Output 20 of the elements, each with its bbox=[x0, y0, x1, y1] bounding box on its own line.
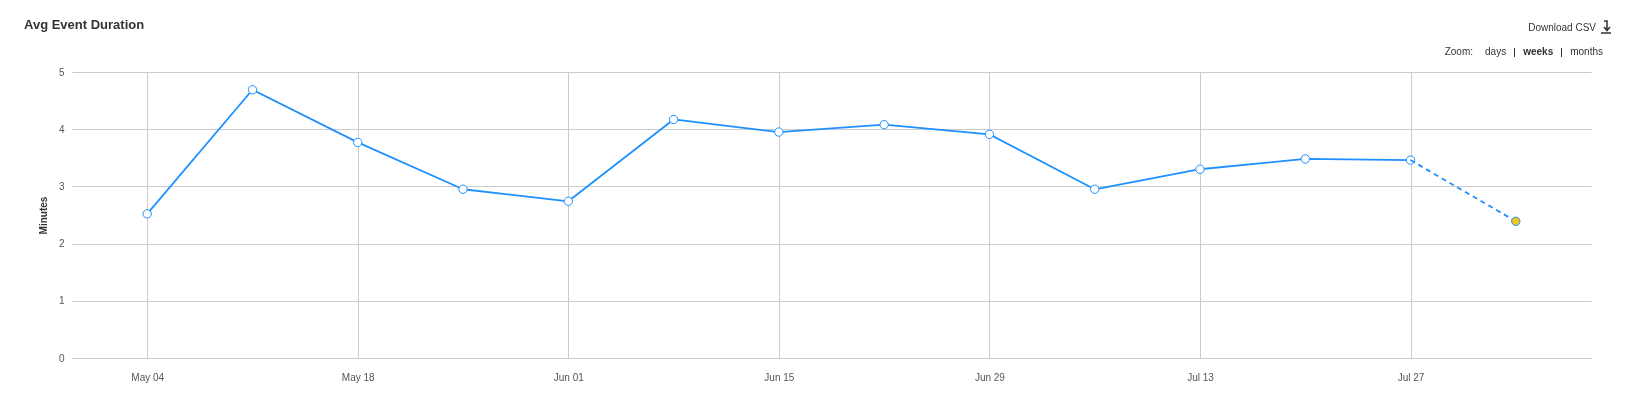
x-tick-label: Jun 01 bbox=[553, 371, 585, 383]
text: weeks bbox=[1522, 46, 1555, 57]
text: Zoom: bbox=[1443, 46, 1475, 57]
x-tick-label: Jun 15 bbox=[764, 371, 795, 383]
chart-title: Avg Event Duration bbox=[24, 17, 145, 32]
x-tick-label: Jul 13 bbox=[1187, 371, 1215, 383]
y-tick-label: 4 bbox=[58, 123, 65, 135]
text: days bbox=[1484, 46, 1508, 57]
y-tick-label: 1 bbox=[58, 295, 65, 307]
x-tick-label: May 04 bbox=[131, 371, 165, 383]
x-tick-label: Jul 27 bbox=[1397, 371, 1425, 383]
text: Download CSV bbox=[1528, 21, 1596, 33]
y-tick-label: 0 bbox=[58, 352, 65, 364]
x-tick-label: May 18 bbox=[341, 371, 376, 383]
text: months bbox=[1569, 46, 1604, 57]
y-axis-title: Minutes bbox=[37, 196, 49, 235]
y-tick-label: 2 bbox=[58, 238, 65, 250]
y-tick-label: 3 bbox=[58, 180, 65, 192]
x-tick-label: Jun 29 bbox=[974, 371, 1006, 383]
y-tick-label: 5 bbox=[58, 66, 65, 78]
